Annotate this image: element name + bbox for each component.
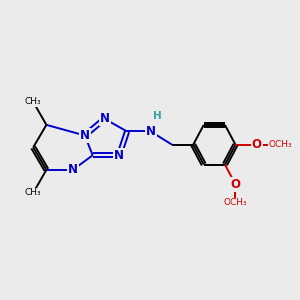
Text: O: O xyxy=(252,138,262,151)
Text: N: N xyxy=(146,125,156,138)
Text: CH₃: CH₃ xyxy=(25,98,41,106)
Text: OCH₃: OCH₃ xyxy=(224,198,247,207)
Text: CH₃: CH₃ xyxy=(25,188,41,197)
Text: H: H xyxy=(153,111,162,121)
Text: N: N xyxy=(68,163,78,176)
Text: N: N xyxy=(114,149,124,162)
Text: OCH₃: OCH₃ xyxy=(268,140,292,149)
Text: N: N xyxy=(80,129,90,142)
Text: O: O xyxy=(230,178,241,191)
Text: N: N xyxy=(100,112,110,125)
